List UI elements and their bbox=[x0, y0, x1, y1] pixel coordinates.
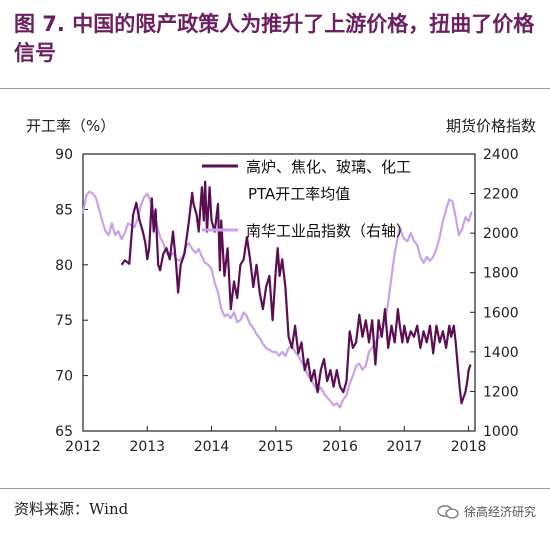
wechat-icon bbox=[437, 504, 459, 519]
series-lines bbox=[81, 180, 473, 409]
plot-frame bbox=[82, 153, 476, 432]
series-line-nanhua-index bbox=[81, 190, 473, 409]
top-divider bbox=[0, 88, 550, 89]
y-left-tick-label: 85 bbox=[55, 202, 73, 218]
y-right-tick-label: 2400 bbox=[483, 147, 519, 163]
right-axis-title: 期货价格指数 bbox=[445, 117, 536, 135]
legend-label-series1-line2: PTA开工率均值 bbox=[248, 185, 350, 203]
legend-label-series2: 南华工业品指数（右轴） bbox=[246, 222, 411, 240]
plot-border bbox=[82, 153, 476, 432]
x-tick-label: 2013 bbox=[129, 439, 165, 455]
axis-ticks: 2012 2013 2014 2015 2016 2017 2018 65 70 75 80 85 90… bbox=[55, 147, 518, 455]
source-note: 资料来源：Wind bbox=[14, 500, 129, 518]
watermark: 徐高经济研究 bbox=[437, 503, 536, 520]
y-right-tick-label: 1000 bbox=[483, 424, 519, 440]
x-tick-label: 2015 bbox=[258, 439, 294, 455]
y-left-tick-label: 75 bbox=[55, 313, 73, 329]
bottom-divider bbox=[0, 488, 550, 489]
y-right-tick-label: 1800 bbox=[483, 266, 519, 282]
x-tick-label: 2014 bbox=[194, 439, 230, 455]
x-tick-label: 2012 bbox=[65, 439, 101, 455]
series-line-utilization bbox=[120, 180, 472, 405]
y-right-tick-label: 2000 bbox=[483, 226, 519, 242]
y-left-tick-label: 70 bbox=[55, 369, 73, 385]
legend: 高炉、焦化、玻璃、化工 PTA开工率均值 南华工业品指数（右轴） bbox=[202, 158, 411, 240]
x-tick-label: 2018 bbox=[451, 439, 487, 455]
chart-title: 图 7. 中国的限产政策人为推升了上游价格，扭曲了价格信号 bbox=[14, 12, 535, 65]
y-right-tick-label: 1400 bbox=[483, 345, 519, 361]
left-axis-title: 开工率（%） bbox=[26, 117, 116, 135]
y-left-tick-label: 65 bbox=[55, 424, 73, 440]
watermark-text: 徐高经济研究 bbox=[463, 505, 536, 519]
y-right-tick-label: 1200 bbox=[483, 384, 519, 400]
y-right-tick-label: 1600 bbox=[483, 305, 519, 321]
y-left-tick-label: 90 bbox=[55, 147, 73, 163]
x-tick-label: 2017 bbox=[386, 439, 422, 455]
y-left-tick-label: 80 bbox=[55, 258, 73, 274]
y-right-tick-label: 2200 bbox=[483, 187, 519, 203]
legend-label-series1-line1: 高炉、焦化、玻璃、化工 bbox=[246, 158, 411, 176]
x-tick-label: 2016 bbox=[322, 439, 358, 455]
